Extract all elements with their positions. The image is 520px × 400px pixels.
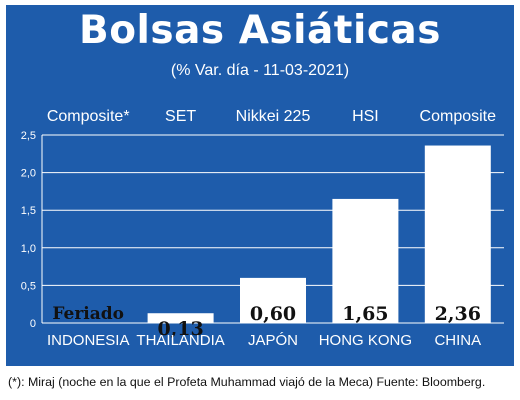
value-label: 0,13 bbox=[157, 318, 203, 340]
y-tick-label: 0 bbox=[30, 318, 36, 330]
y-tick-label: 1,5 bbox=[21, 205, 36, 217]
category-label: JAPÓN bbox=[248, 332, 298, 349]
value-label: Feriado bbox=[52, 304, 124, 324]
value-label: 2,36 bbox=[435, 303, 481, 325]
bar bbox=[147, 313, 214, 323]
y-tick-label: 1,0 bbox=[21, 243, 36, 255]
index-name: SET bbox=[165, 108, 196, 125]
chart-subtitle: (% Var. día - 11-03-2021) bbox=[170, 62, 350, 79]
index-name: Composite bbox=[420, 108, 497, 125]
chart-title: Bolsas Asiáticas bbox=[79, 8, 441, 53]
y-tick-label: 2,5 bbox=[21, 130, 36, 142]
category-label: THAILANDIA bbox=[136, 332, 224, 349]
bar bbox=[332, 198, 399, 323]
category-label: INDONESIA bbox=[47, 332, 130, 349]
bar bbox=[240, 277, 306, 323]
y-tick-label: 2,0 bbox=[21, 168, 36, 180]
index-name: HSI bbox=[352, 108, 379, 125]
bar bbox=[424, 145, 491, 323]
y-tick-label: 0,5 bbox=[21, 280, 36, 292]
index-name: Nikkei 225 bbox=[236, 108, 311, 125]
category-label: HONG KONG bbox=[319, 332, 412, 349]
value-label: 1,65 bbox=[342, 303, 388, 325]
category-label: CHINA bbox=[434, 332, 481, 349]
index-name: Composite* bbox=[47, 108, 130, 125]
footnote: (*): Miraj (noche en la que el Profeta M… bbox=[8, 375, 486, 389]
value-label: 0,60 bbox=[250, 303, 296, 325]
